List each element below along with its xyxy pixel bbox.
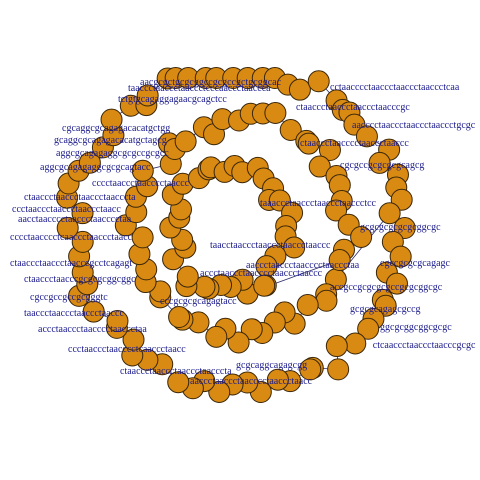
node-label: taacctaaccctaaccctaaccctaaccc bbox=[210, 240, 331, 251]
graph-node bbox=[378, 202, 401, 225]
graph-node bbox=[122, 328, 145, 351]
node-label: aaccctaaccctaacccctaaccctaacc bbox=[190, 376, 313, 387]
graph-node bbox=[227, 331, 250, 354]
graph-node bbox=[315, 289, 338, 312]
graph-node bbox=[328, 249, 351, 272]
node-label: ctaaccctaaccctaaccctaacccta bbox=[120, 366, 232, 377]
node-label: aacctaacccctaaccctaacccctaa bbox=[18, 214, 132, 225]
node-label: ctaaccctaacccgcgcgcggcggc bbox=[24, 274, 136, 285]
node-label: cctaacccctaaccctaaccctaaccctcaa bbox=[330, 82, 460, 93]
graph-node bbox=[253, 274, 276, 297]
graph-node bbox=[71, 230, 94, 253]
node-label: tctgtgcagaggagaacgcagctcc bbox=[118, 94, 227, 105]
graph-node bbox=[355, 125, 378, 148]
node-label: aggcgcagagaggcgcgccgcgcc bbox=[56, 148, 169, 159]
node-label: cgccgcgcgcagagc bbox=[380, 258, 451, 269]
graph-node bbox=[131, 226, 154, 249]
graph-node bbox=[368, 151, 391, 174]
graph-node bbox=[106, 310, 129, 333]
graph-node bbox=[78, 151, 101, 174]
node-label: gcgcaggcagagcgg bbox=[236, 360, 307, 371]
node-label: ctaaccctaaccctaaccctaacccgc bbox=[296, 102, 410, 113]
node-label: cgccgccgccgcgggtc bbox=[30, 292, 108, 303]
graph-nodes bbox=[56, 67, 416, 403]
graph-node bbox=[325, 335, 348, 358]
node-label: ctaaccctaaccctaaccctaacccta bbox=[24, 192, 136, 203]
node-label: aacccctaaccctaaccctaaccctgcgc bbox=[352, 120, 476, 131]
graph-node bbox=[205, 325, 228, 348]
node-label: ctcaaccctaaccctaacccgcgc bbox=[373, 340, 476, 351]
graph-node bbox=[288, 78, 311, 101]
node-label: ctaaccctaacccctaaccctaaccc bbox=[300, 138, 409, 149]
node-label: cgcaggcgcagagacacatgctgg bbox=[62, 123, 170, 134]
node-label: ctaaccctaaccctaacccgcctcagagt bbox=[10, 258, 132, 269]
graph-node bbox=[56, 217, 79, 239]
graph-node bbox=[266, 368, 289, 391]
node-label: cccctaacccctcaaccctaaccctaacc bbox=[10, 232, 133, 243]
graph-node bbox=[307, 70, 330, 93]
graph-node bbox=[350, 225, 373, 248]
graph-node bbox=[299, 358, 322, 381]
graph-node bbox=[357, 317, 380, 340]
graph-node bbox=[71, 202, 94, 225]
node-label: ccctaaccctaacccctcaaccctaacc bbox=[68, 344, 186, 355]
graph-node bbox=[264, 101, 287, 124]
graph-node bbox=[131, 159, 154, 182]
graph-node bbox=[279, 118, 302, 141]
node-label: ccctaaccctaaccctaaccctaacc bbox=[12, 204, 121, 215]
graph-node bbox=[389, 245, 412, 268]
node-label: accctaaccctaacccctaaccctaaccc bbox=[200, 268, 323, 279]
graph-node bbox=[100, 108, 123, 131]
node-label: ggcgcggcggcgcgc bbox=[380, 322, 452, 333]
graph-node bbox=[385, 272, 408, 295]
graph-node bbox=[296, 293, 319, 316]
graph-node bbox=[167, 371, 190, 394]
graph-node bbox=[327, 358, 350, 381]
graph-node bbox=[308, 155, 331, 178]
node-label: cccgcgcgcagagtacc bbox=[160, 296, 237, 307]
graph-labels: aacgcgctgcgcggccgcgccgctgcggcactaaccctaa… bbox=[10, 77, 476, 387]
node-label: aggcgcagagaggcgcgcagtacc bbox=[40, 162, 151, 173]
node-label: aacgcgctgcgcggccgcgccgctgcggcac bbox=[140, 77, 282, 88]
node-label: cgcgccgcgcgcgcagcg bbox=[340, 160, 424, 171]
graph-node bbox=[82, 300, 105, 323]
graph-node bbox=[283, 236, 306, 259]
graph-node bbox=[318, 139, 341, 162]
graph-node bbox=[325, 199, 348, 222]
node-label: cccctaaccctaacccctaaccc bbox=[92, 178, 190, 189]
graph-node bbox=[176, 265, 199, 288]
node-label: taaccctaaccctaaccctaaccc bbox=[24, 308, 124, 319]
graph-node bbox=[168, 306, 191, 329]
graph-node bbox=[136, 84, 159, 107]
node-label: aaccctaaccctaacccctaaccctaa bbox=[246, 260, 360, 271]
node-label: taaccctaaccctaaccctcccaaccctaaccca bbox=[128, 83, 271, 94]
node-label: accgccgcgcgcgccgcgcggcgc bbox=[330, 282, 443, 293]
graph-node bbox=[297, 132, 320, 155]
graph-node bbox=[174, 130, 197, 153]
node-label: gcaggcgcagagacacatgctagcg bbox=[54, 135, 167, 146]
node-label: accctaaccctaacccctaaccctaa bbox=[38, 324, 147, 335]
node-label: taaaccctaaccctaaccctaaccctcc bbox=[260, 198, 377, 209]
node-label: gcgcgcagagcgccg bbox=[350, 304, 421, 315]
node-label: gcgcgcgcgcgcggcgc bbox=[360, 222, 441, 233]
graph-node bbox=[208, 380, 231, 403]
graph-node bbox=[344, 332, 367, 355]
graph-node bbox=[240, 318, 263, 341]
